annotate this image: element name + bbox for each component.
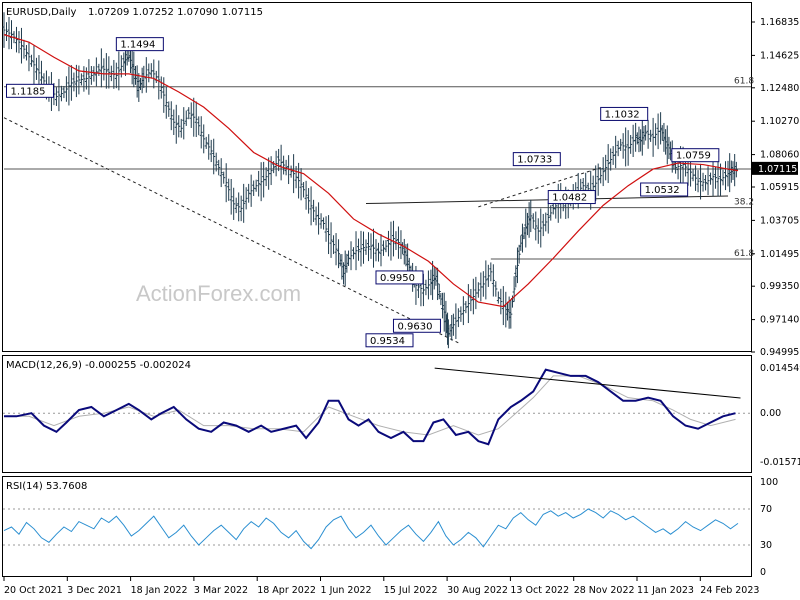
price-panel-frame — [2, 2, 752, 352]
price-tick-label: 1.14625 — [760, 50, 799, 61]
price-tick-label: 1.12480 — [760, 83, 799, 94]
macd-axis: 0.014549 0.00 -0.015712 — [760, 363, 800, 468]
price-annotation-box — [392, 318, 441, 333]
price-annotation-label: 1.1494 — [120, 40, 155, 51]
date-axis: 20 Oct 2021 3 Dec 2021 18 Jan 2022 3 Mar 20… — [3, 577, 759, 596]
price-tick-label: 0.97140 — [760, 315, 799, 326]
rsi-line — [3, 508, 739, 550]
price-annotation-label: 1.1032 — [605, 109, 640, 120]
moving-average-line — [3, 34, 739, 308]
date-tick-label: 30 Aug 2022 — [447, 585, 508, 596]
date-tick-label: 3 Dec 2021 — [67, 585, 122, 596]
price-annotation-label: 0.9950 — [380, 273, 415, 284]
price-annotation-box — [640, 182, 689, 197]
date-tick-label: 18 Apr 2022 — [257, 585, 316, 596]
date-tick-label: 3 Mar 2022 — [194, 585, 248, 596]
price-annotation-box — [5, 83, 54, 98]
rsi-title: RSI(14) 53.7608 — [6, 481, 87, 492]
rsi-layer — [3, 508, 751, 550]
price-annotation-box — [600, 106, 649, 121]
price-annotation-label: 1.0759 — [676, 151, 711, 162]
price-annotation-label: 1.1185 — [10, 86, 45, 97]
price-tick-label: 1.10270 — [760, 116, 799, 127]
price-annotation-box — [375, 270, 424, 285]
date-tick-label: 28 Nov 2022 — [574, 585, 635, 596]
price-annotation-box — [115, 37, 164, 52]
macd-panel-frame — [2, 355, 752, 473]
price-annotation-box — [512, 152, 561, 167]
watermark: ActionForex.com — [136, 281, 301, 306]
date-tick-label: 15 Jul 2022 — [384, 585, 438, 596]
price-tick-label: 1.08060 — [760, 150, 799, 161]
price-annotation-label: 1.0733 — [517, 155, 552, 166]
macd-signal-line — [4, 375, 736, 436]
macd-tick-label: -0.015712 — [760, 457, 800, 468]
price-tick-label: 1.03705 — [760, 215, 799, 226]
price-axis: 1.16835 1.14625 1.12480 1.10270 1.08060 1.059… — [751, 17, 799, 358]
current-price-tag — [752, 161, 798, 175]
macd-layer — [3, 367, 751, 446]
date-tick-label: 1 Jun 2022 — [321, 585, 372, 596]
fib-level-label: 61.8 — [734, 249, 754, 259]
rsi-tick-label: 0 — [760, 567, 766, 578]
price-tick-label: 1.16835 — [760, 17, 799, 28]
price-annotation-label: 1.0482 — [552, 193, 587, 204]
rsi-tick-label: 100 — [760, 477, 778, 488]
rsi-panel-frame — [2, 476, 752, 577]
macd-line — [4, 368, 736, 446]
macd-tick-label: 0.00 — [760, 408, 781, 419]
ohlc-readout: 1.07209 1.07252 1.07090 1.07115 — [88, 7, 263, 18]
fib-level-label: 38.2 — [734, 198, 754, 208]
date-tick-label: 13 Oct 2022 — [510, 585, 569, 596]
macd-trendline — [434, 367, 741, 399]
symbol-title: EURUSD,Daily — [6, 7, 77, 18]
date-tick-label: 20 Oct 2021 — [4, 585, 63, 596]
rsi-tick-label: 70 — [760, 504, 772, 515]
rsi-axis: 100 70 30 0 — [760, 477, 778, 578]
price-annotation-box — [547, 190, 596, 205]
price-tick-label: 1.05915 — [760, 182, 799, 193]
price-layer: 61.8 38.2 61.8 1.1494 1.1185 1.0733 1.1032 1.07… — [2, 12, 754, 349]
price-annotation-box — [671, 148, 720, 163]
price-annotation-label: 0.9630 — [397, 321, 432, 332]
date-tick-label: 24 Feb 2023 — [700, 585, 759, 596]
trendline — [365, 195, 729, 205]
price-tick-label: 1.01495 — [760, 249, 799, 260]
macd-title: MACD(12,26,9) -0.000255 -0.002024 — [6, 360, 191, 371]
date-tick-label: 11 Jan 2023 — [637, 585, 694, 596]
current-price-label: 1.07115 — [758, 164, 797, 175]
rsi-tick-label: 30 — [760, 540, 772, 551]
price-annotation-box — [365, 333, 414, 348]
trendline — [3, 117, 459, 344]
fib-level-label: 61.8 — [734, 77, 754, 87]
date-tick-label: 18 Jan 2022 — [131, 585, 188, 596]
price-tick-label: 0.94995 — [760, 347, 799, 358]
price-tick-label: 0.99350 — [760, 281, 799, 292]
price-annotation-label: 1.0532 — [645, 185, 680, 196]
macd-tick-label: 0.014549 — [760, 363, 800, 374]
price-annotation-label: 0.9534 — [370, 336, 405, 347]
